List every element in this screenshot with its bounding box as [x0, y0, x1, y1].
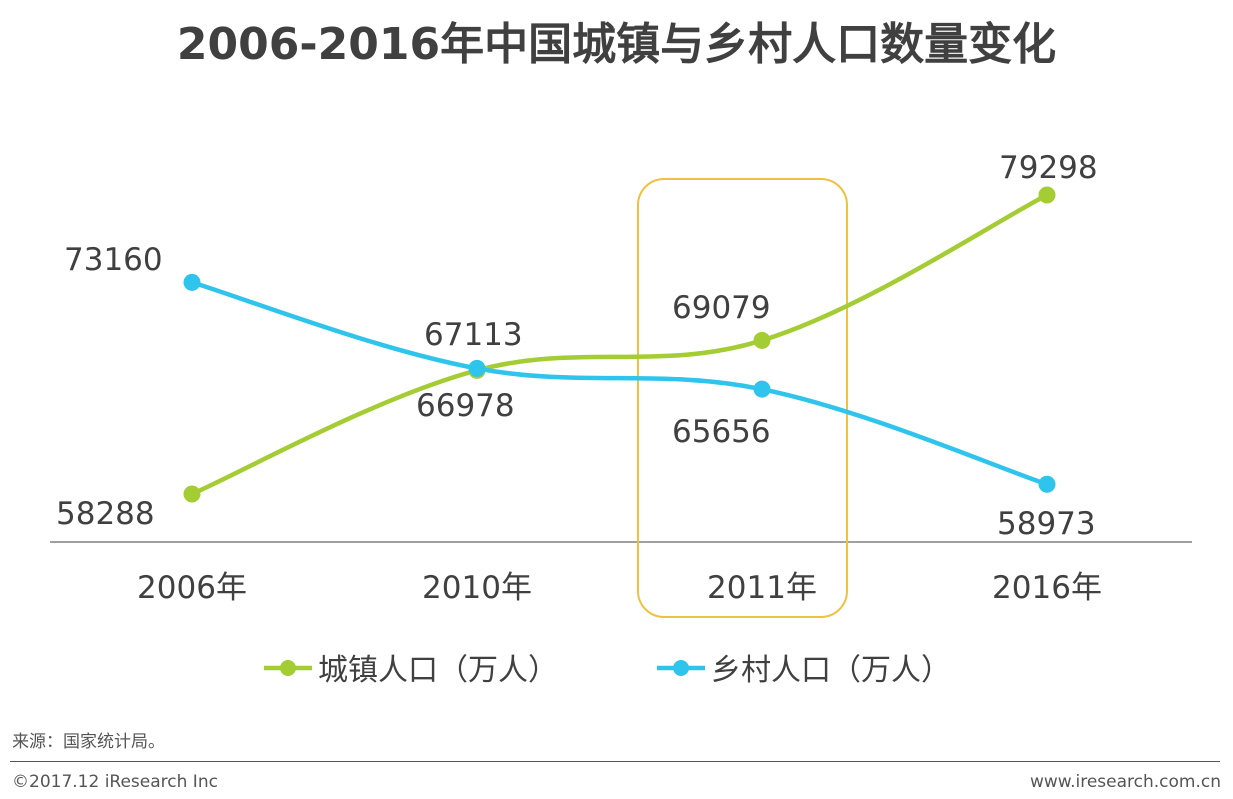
- data-point-urban-1: [183, 485, 201, 503]
- data-point-rural-3: [753, 380, 771, 398]
- highlight-box: [637, 178, 848, 618]
- data-point-urban-4: [1038, 186, 1056, 204]
- footer-divider: [10, 761, 1220, 762]
- copyright-text: ©2017.12 iResearch Inc: [12, 772, 218, 792]
- x-tick-label-2006: 2006年: [137, 570, 247, 606]
- data-point-rural-1: [183, 273, 201, 291]
- data-label-urban-2006: 58288: [56, 496, 155, 532]
- line-chart: 58288 66978 69079 79298 73160 67113 6565…: [50, 150, 1192, 688]
- data-label-rural-2016: 58973: [997, 506, 1096, 542]
- x-tick-label-2011: 2011年: [707, 570, 817, 606]
- data-label-urban-2016: 79298: [999, 150, 1098, 186]
- x-tick-label-2010: 2010年: [422, 570, 532, 606]
- data-label-rural-2006: 73160: [64, 242, 163, 278]
- data-point-urban-3: [753, 331, 771, 349]
- data-label-urban-2010: 66978: [416, 388, 515, 424]
- data-label-urban-2011: 69079: [672, 290, 771, 326]
- x-tick-label-2016: 2016年: [992, 570, 1102, 606]
- series-line-rural: [191, 280, 1048, 487]
- data-point-rural-4: [1038, 475, 1056, 493]
- legend-label-urban: 城镇人口（万人）: [318, 653, 558, 688]
- data-label-rural-2010: 67113: [424, 317, 523, 353]
- series-line-urban: [191, 192, 1049, 497]
- data-label-rural-2011: 65656: [672, 414, 771, 450]
- legend: 城镇人口（万人） 乡村人口（万人）: [264, 653, 951, 688]
- chart-title: 2006-2016年中国城镇与乡村人口数量变化: [176, 19, 1057, 70]
- legend-marker-rural: [673, 660, 689, 676]
- source-note: 来源：国家统计局。: [12, 732, 165, 752]
- legend-label-rural: 乡村人口（万人）: [711, 653, 951, 688]
- legend-marker-urban: [280, 660, 296, 676]
- data-point-rural-2: [468, 359, 486, 377]
- website-url: www.iresearch.com.cn: [1029, 772, 1221, 792]
